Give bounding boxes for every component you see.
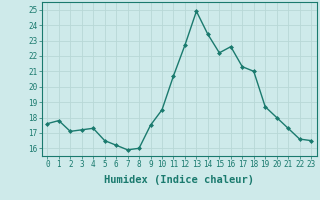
X-axis label: Humidex (Indice chaleur): Humidex (Indice chaleur) bbox=[104, 175, 254, 185]
